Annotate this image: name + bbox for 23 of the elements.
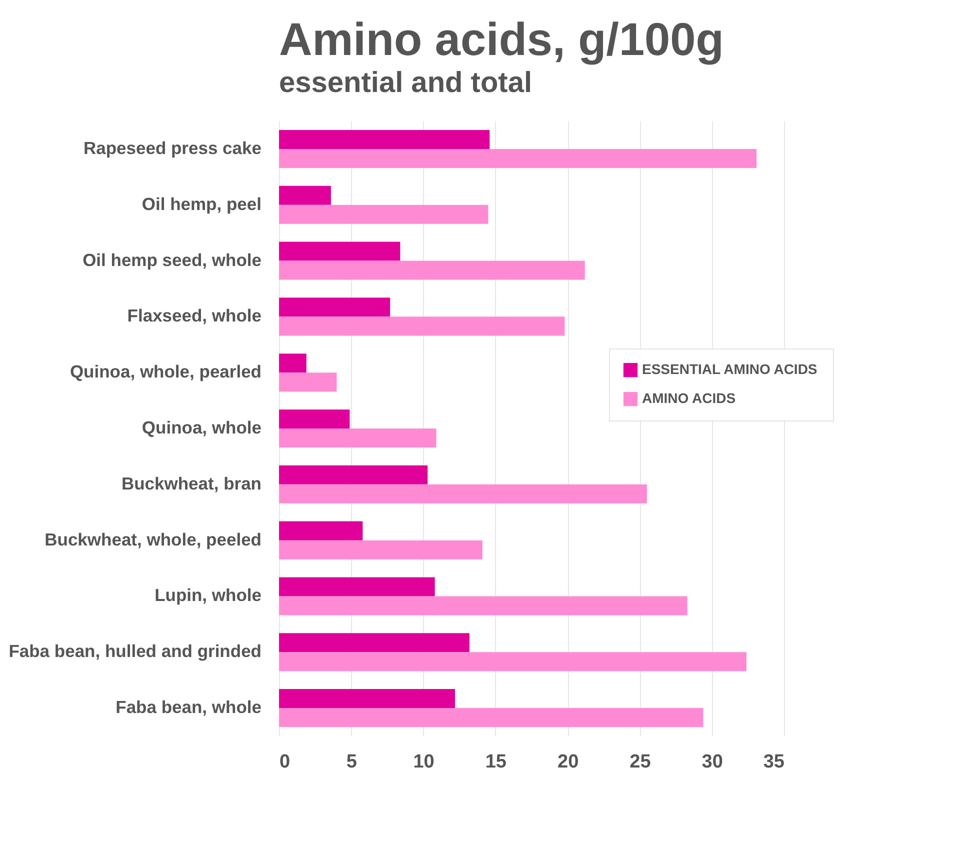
x-tick-label: 0 [280,752,290,772]
y-tick-label: Faba bean, whole [116,697,262,718]
y-tick-label: Oil hemp, peel [142,194,262,214]
x-tick-label: 5 [346,752,358,772]
y-tick-label: Quinoa, whole [142,418,262,438]
legend-label: AMINO ACIDS [642,390,736,406]
y-tick-label: Oil hemp seed, whole [82,250,262,270]
chart-subtitle: essential and total [279,67,532,99]
y-tick-label: Buckwheat, whole, peeled [44,529,262,550]
chart-title: Amino acids, g/100g [279,13,724,65]
y-tick-label: Rapeseed press cake [83,138,262,158]
y-tick-label: Quinoa, whole, pearled [70,362,262,382]
x-tick-label: 15 [485,752,507,772]
y-tick-label: Flaxseed, whole [127,306,262,326]
x-tick-label: 30 [702,752,723,772]
y-tick-label: Faba bean, hulled and grinded [8,641,262,662]
y-tick-label: Lupin, whole [154,585,262,606]
legend-label: ESSENTIAL AMINO ACIDS [642,361,818,378]
x-tick-label: 10 [413,752,434,772]
x-tick-label: 25 [630,752,652,772]
x-tick-label: 35 [763,752,785,772]
x-tick-label: 20 [558,752,579,772]
y-tick-label: Buckwheat, bran [121,473,262,494]
